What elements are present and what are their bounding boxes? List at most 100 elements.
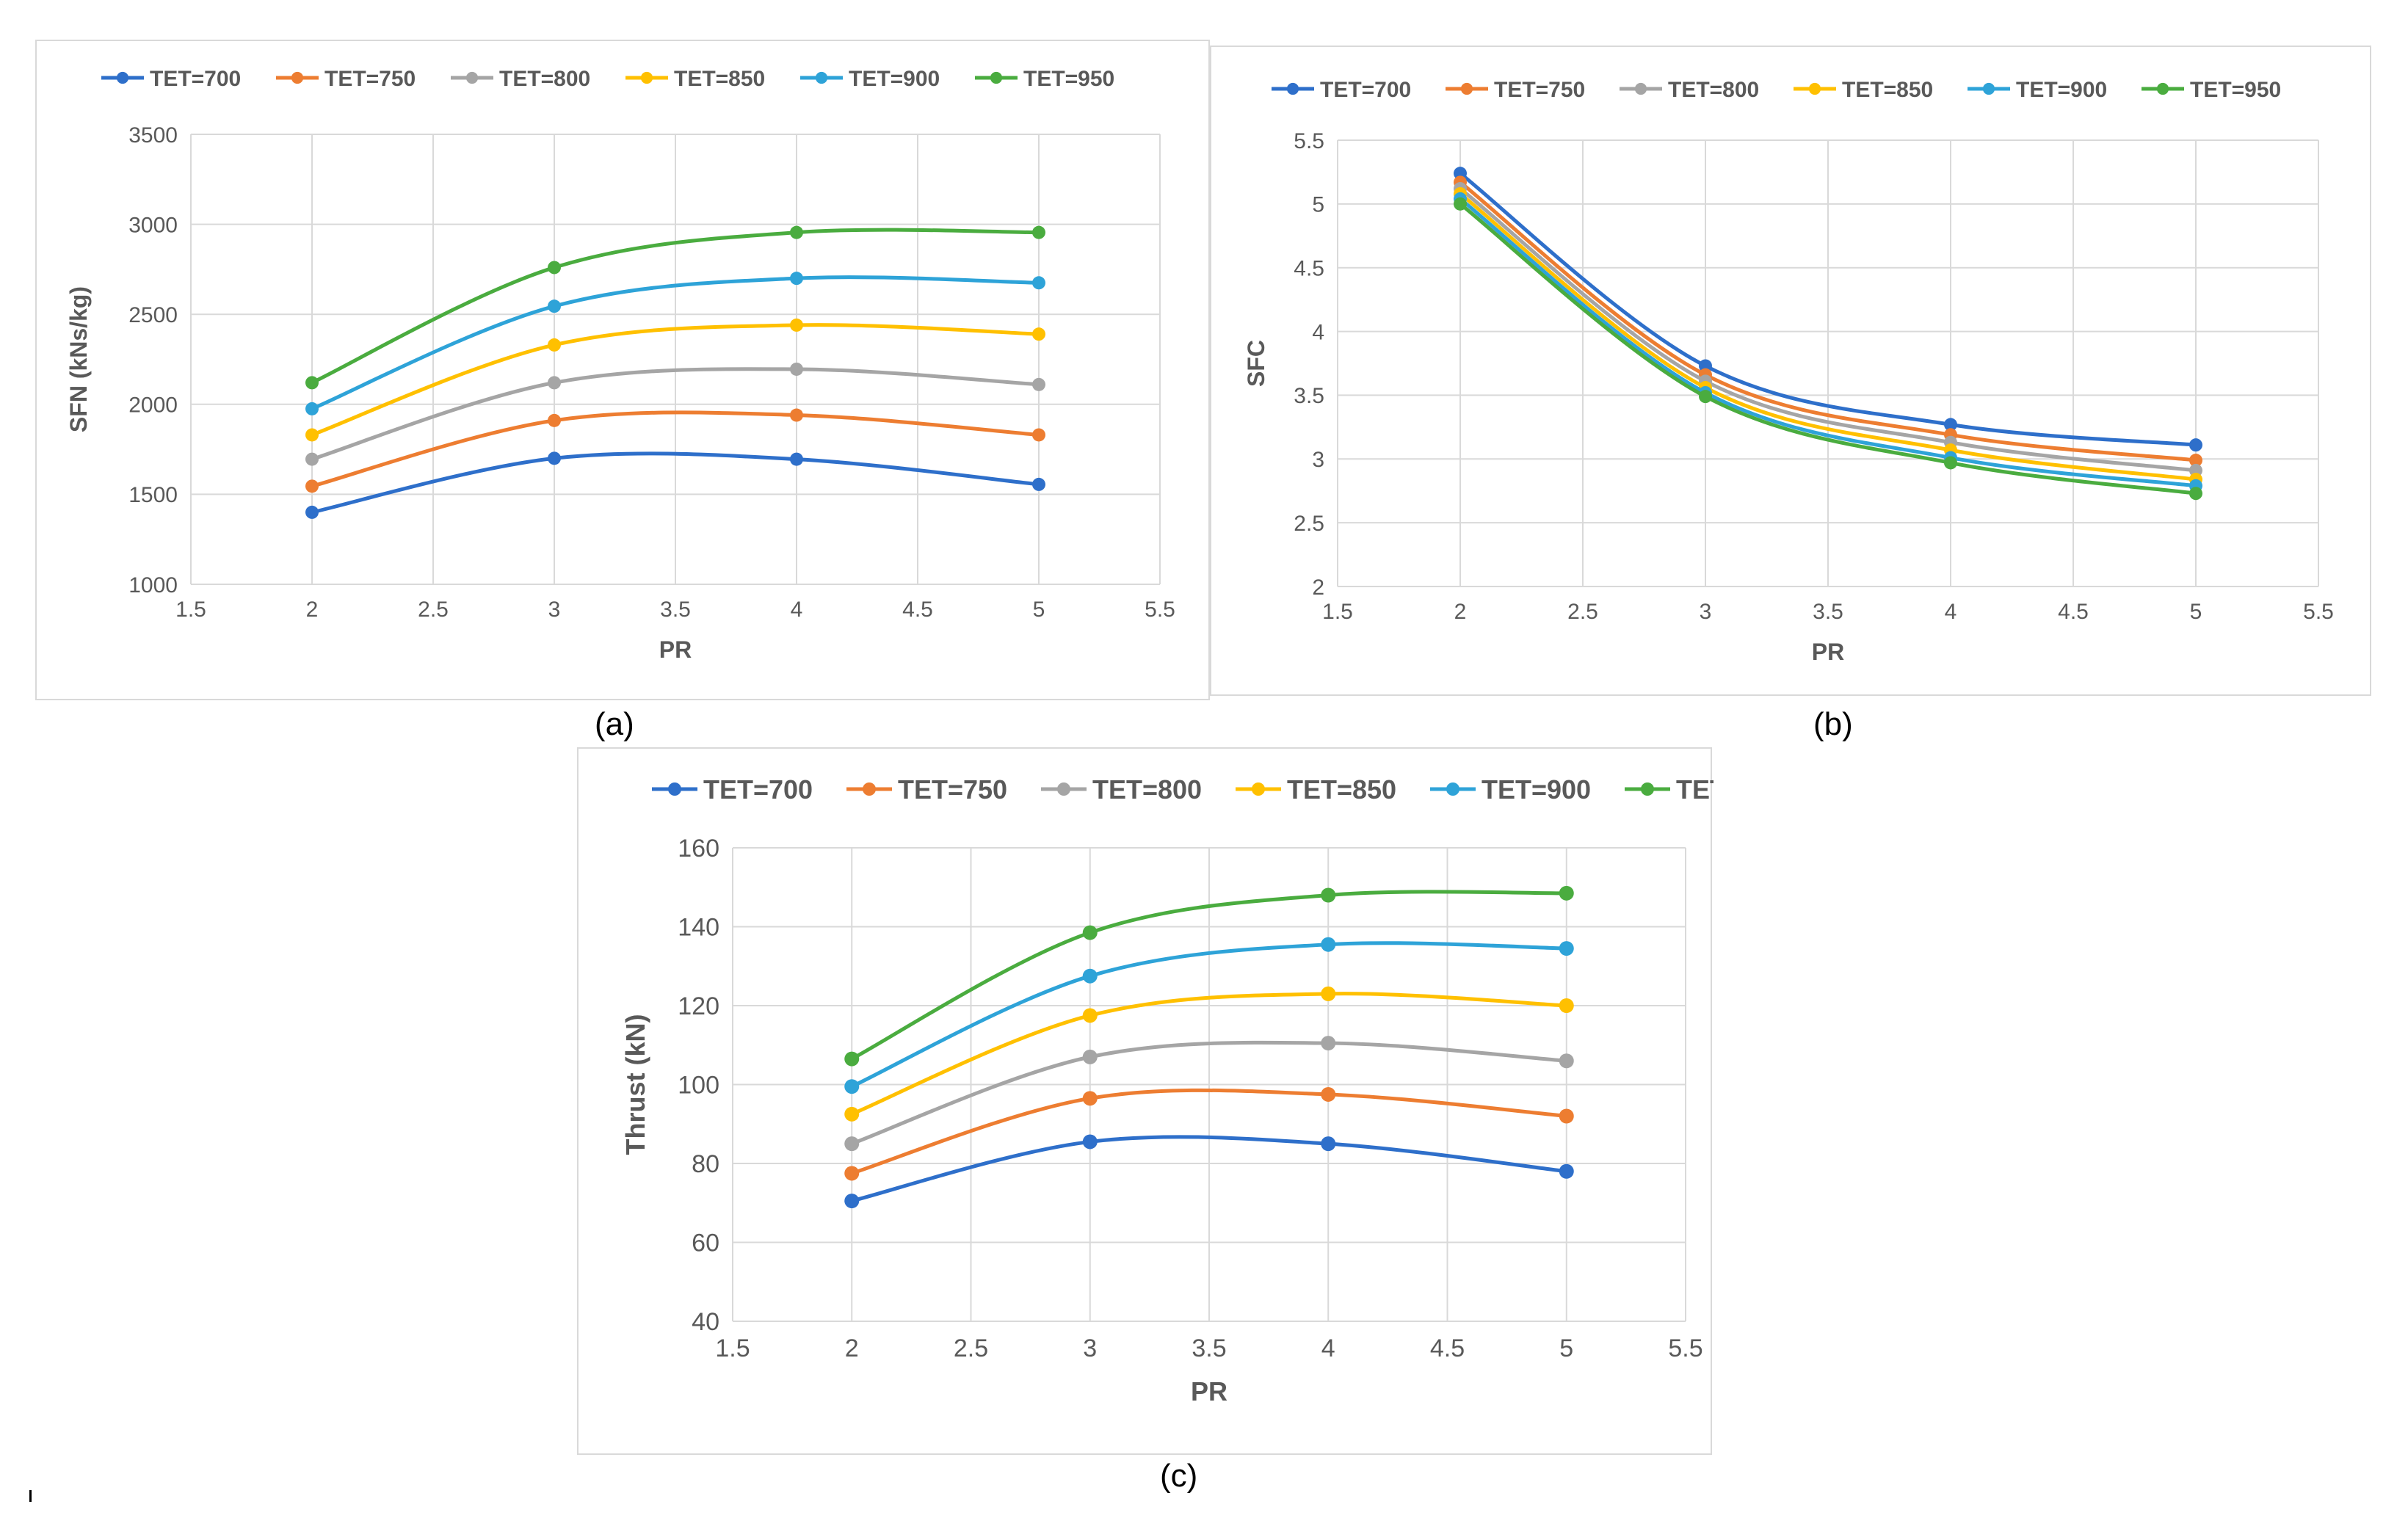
legend-swatch-marker [1252,782,1265,796]
legend-swatch-marker [1982,82,1995,95]
series-line-0 [849,1135,1569,1203]
legend-swatch-marker [2156,82,2169,95]
legend-label: TET=850 [674,67,765,91]
data-point [1321,1136,1336,1152]
data-point [1321,1036,1336,1051]
series-line-4 [849,941,1569,1089]
data-point [305,428,319,442]
legend-swatch-marker [863,782,876,796]
x-tick-label: 5 [1559,1334,1573,1362]
y-tick-label: 40 [692,1308,719,1336]
data-point [844,1194,860,1209]
data-point [1082,1134,1098,1150]
y-tick-label: 1000 [128,573,178,598]
data-point [1032,225,1045,239]
y-tick-label: 140 [678,914,719,942]
data-point [548,413,561,427]
series-line-5 [1458,202,2198,495]
data-point [1559,1053,1574,1069]
series-line-0 [310,451,1041,515]
data-point [1944,456,1957,470]
series-line-2 [1458,186,2198,473]
legend-swatch-marker [990,71,1003,84]
y-tick-label: 3000 [128,213,178,237]
legend-label: TET=900 [1482,774,1591,805]
x-tick-label: 4.5 [2058,600,2089,624]
data-point [1321,1086,1336,1102]
x-tick-label: 4 [791,598,803,622]
series-line-3 [310,323,1041,437]
data-point [844,1051,860,1067]
legend-swatch-marker [291,71,304,84]
x-axis-title: PR [1812,639,1844,665]
data-point [1559,1108,1574,1124]
y-tick-label: 120 [678,992,719,1020]
sfn-chart: 1000 1500 2000 2500 3000 3500 1.5 2 2.5 3 3.5 4 4.5 5… [65,67,1175,663]
legend-label: TET=700 [150,67,241,91]
x-tick-label: 2 [1454,600,1467,624]
data-point [790,225,803,239]
caption-a: (a) [595,706,634,742]
data-point [1559,998,1574,1013]
data-point [548,299,561,313]
x-tick-label: 3.5 [660,598,691,622]
series-line-2 [849,1040,1569,1146]
data-point [1082,1008,1098,1023]
data-point [1032,377,1045,391]
data-point [1559,885,1574,901]
x-tick-label: 3.5 [1192,1334,1226,1362]
legend-label: TET=800 [1668,78,1759,102]
y-axis-title: Thrust (kN) [620,1014,650,1155]
chart-panel-c: 40 60 80 100 120 140 160 1.5 2 2.5 3 3.5 4 4.5 5 5.5 PR T… [577,747,1713,1455]
data-point [548,451,561,465]
x-tick-label: 4 [1945,600,1957,624]
data-point [844,1079,860,1094]
data-point [1082,968,1098,984]
data-point [1699,390,1712,404]
legend-swatch-marker [1057,782,1070,796]
x-tick-label: 2 [845,1334,859,1362]
data-point [1559,1163,1574,1179]
data-point [1032,276,1045,290]
data-point [1082,1091,1098,1106]
x-tick-label: 3 [1700,600,1712,624]
data-point [1082,925,1098,940]
data-point [548,338,561,352]
legend-label: TET=950 [1023,67,1114,91]
data-point [2189,487,2202,501]
x-tick-label: 1.5 [175,598,206,622]
x-tick-label: 5 [1033,598,1045,622]
legend-swatch-marker [815,71,828,84]
legend-swatch-marker [1286,82,1299,95]
data-point [305,452,319,466]
series-line-5 [310,228,1041,385]
data-point [1082,1049,1098,1064]
data-point [844,1136,860,1152]
series-line-1 [1458,180,2198,462]
legend-swatch-marker [116,71,129,84]
x-tick-label: 3.5 [1813,600,1843,624]
series-line-1 [310,410,1041,488]
data-point [1559,941,1574,956]
data-point [790,362,803,376]
x-tick-label: 4.5 [902,598,933,622]
data-point [2189,454,2202,468]
legend-swatch-marker [1808,82,1821,95]
legend-swatch-marker [1641,782,1654,796]
data-point [305,505,319,519]
legend-label: TET=700 [1320,78,1411,102]
y-tick-label: 3.5 [1294,384,1324,408]
data-point [1321,937,1336,952]
y-tick-label: 60 [692,1230,719,1257]
x-tick-label: 3 [548,598,561,622]
legend-label: TET=900 [2016,78,2107,102]
x-tick-label: 4.5 [1430,1334,1465,1362]
y-tick-label: 2000 [128,393,178,418]
x-tick-label: 5.5 [1668,1334,1702,1362]
chart-panel-b: 2 2.5 3 3.5 4 4.5 5 5.5 1.5 2 2.5 3 3.5 4 4.5 5 5.5 PR SFC… [1210,46,2371,696]
legend-label: TET=950 [1676,774,1713,805]
data-point [1032,477,1045,491]
series-line-3 [849,992,1569,1116]
legend-label: TET=700 [703,774,813,805]
data-point [844,1166,860,1181]
